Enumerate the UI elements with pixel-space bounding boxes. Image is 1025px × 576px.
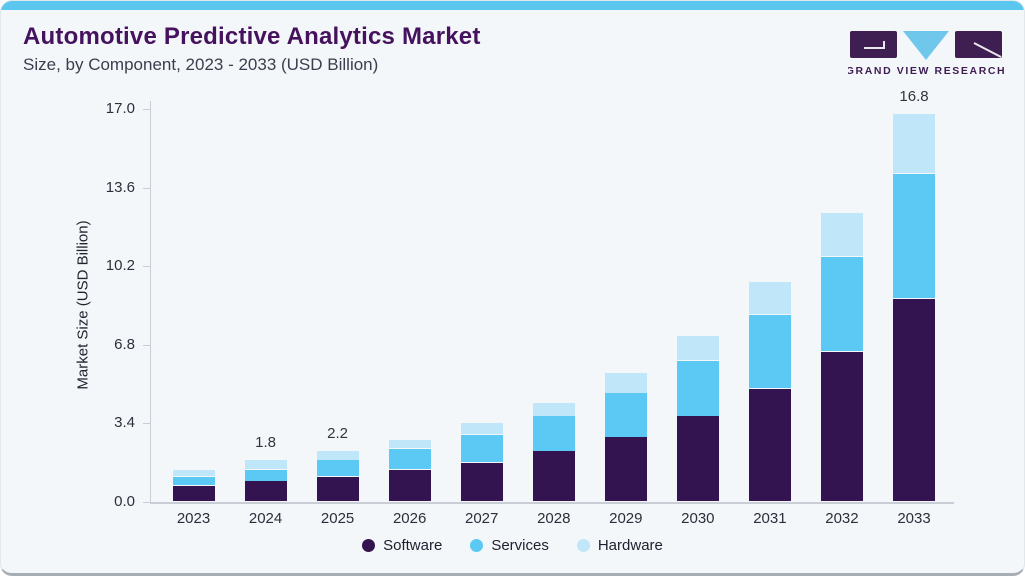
legend-label: Software (383, 537, 443, 554)
bar-2028-software (532, 451, 575, 502)
x-tick-label-2033: 2033 (897, 510, 931, 527)
logo-r-mark (973, 42, 1002, 58)
bar-2023-hardware (172, 469, 215, 477)
legend-dot-hardware (576, 539, 590, 552)
y-tick-mark (143, 187, 150, 189)
y-axis-title: Market Size (USD Billion) (74, 220, 92, 390)
bar-2033-hardware (893, 113, 935, 174)
bar-2025-hardware (316, 451, 359, 460)
logo-wordmark: GRAND VIEW RESEARCH (848, 65, 1004, 77)
y-tick-mark (143, 344, 150, 346)
legend-label: Hardware (597, 537, 663, 554)
bar-2030-software (676, 416, 719, 502)
bar-2026-software (388, 469, 431, 502)
bar-2032-hardware (820, 213, 863, 257)
legend-dot-services (470, 539, 484, 552)
x-tick-label-2023: 2023 (176, 510, 211, 527)
legend-item-services: Services (470, 537, 549, 554)
bar-2029-software (604, 437, 647, 502)
page-subtitle: Size, by Component, 2023 - 2033 (USD Bil… (23, 55, 379, 74)
legend-item-software: Software (362, 537, 442, 554)
bar-2024-software (244, 481, 287, 502)
bar-2030-services (676, 360, 719, 416)
bar-2032-services (820, 256, 863, 352)
bar-2023-software (172, 485, 215, 502)
y-tick-mark (143, 109, 150, 110)
bar-2025-software (316, 476, 359, 502)
bar-2029-hardware (604, 372, 647, 393)
logo-v-triangle (903, 31, 949, 60)
bar-value-label-2025: 2.2 (327, 425, 349, 443)
chart-header: Automotive Predictive Analytics Market S… (23, 23, 481, 75)
x-tick-label-2031: 2031 (753, 510, 787, 527)
bar-2028-services (532, 416, 575, 451)
bar-2023-services (172, 476, 215, 486)
bar-2026-hardware (388, 439, 431, 449)
bar-2026-services (388, 448, 431, 470)
legend-item-hardware: Hardware (576, 537, 663, 554)
y-tick-mark (143, 266, 150, 268)
bar-2033-services (893, 173, 935, 299)
y-tick-label: 0.0 (114, 493, 135, 510)
bar-2025-services (316, 460, 359, 477)
bar-2031-services (748, 314, 791, 389)
y-tick-label: 10.2 (105, 257, 135, 275)
bar-value-label-2024: 1.8 (255, 434, 276, 452)
x-tick-label-2026: 2026 (392, 510, 427, 527)
y-tick-label: 3.4 (114, 414, 135, 432)
x-tick-label-2024: 2024 (248, 510, 283, 527)
bar-2032-software (820, 351, 863, 502)
bar-2028-hardware (532, 402, 575, 416)
y-tick-label: 17.0 (105, 100, 135, 117)
x-tick-label-2032: 2032 (825, 510, 859, 527)
x-axis-line (150, 502, 954, 504)
x-tick-label-2030: 2030 (681, 510, 715, 527)
legend-label: Services (491, 537, 549, 554)
bar-2024-hardware (244, 460, 287, 470)
bar-2024-services (244, 469, 287, 481)
x-tick-label-2029: 2029 (609, 510, 643, 527)
bar-2031-software (748, 388, 791, 502)
logo-g-block (850, 31, 897, 58)
bar-2031-hardware (748, 282, 791, 315)
top-accent-bar (1, 1, 1024, 10)
bar-2029-services (604, 393, 647, 437)
y-tick-mark (143, 502, 150, 503)
y-tick-mark (143, 423, 150, 425)
grand-view-research-logo: GRAND VIEW RESEARCH (848, 31, 1004, 77)
y-axis-line (150, 101, 151, 504)
bar-value-label-2033: 16.8 (899, 87, 929, 105)
x-tick-label-2028: 2028 (537, 510, 571, 527)
page-title: Automotive Predictive Analytics Market (23, 23, 481, 50)
bar-2027-software (460, 462, 503, 502)
x-tick-label-2027: 2027 (465, 510, 499, 527)
bar-2027-services (460, 434, 503, 463)
logo-g-mark (864, 41, 885, 49)
bar-2027-hardware (460, 423, 503, 435)
y-tick-label: 13.6 (105, 178, 135, 196)
chart-legend: Software Services Hardware (1, 537, 1024, 554)
legend-dot-software (362, 539, 376, 552)
x-tick-label-2025: 2025 (320, 510, 355, 527)
bar-2030-hardware (676, 335, 719, 361)
y-tick-label: 6.8 (114, 335, 135, 353)
bar-2033-software (893, 298, 935, 502)
